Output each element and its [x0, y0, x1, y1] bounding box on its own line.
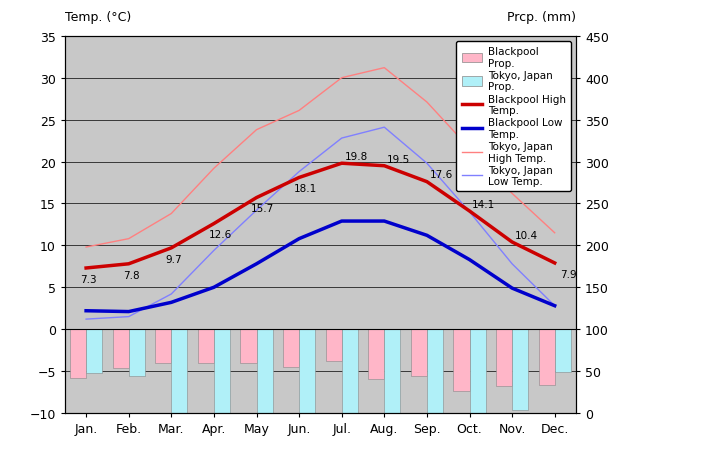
Text: 18.1: 18.1 — [294, 184, 317, 194]
Bar — [299, 330, 315, 459]
Bar — [129, 330, 145, 376]
Text: 17.6: 17.6 — [430, 170, 453, 180]
Bar — [512, 330, 528, 410]
Bar — [469, 330, 486, 459]
Text: 9.7: 9.7 — [166, 254, 182, 264]
Text: Temp. (°C): Temp. (°C) — [65, 11, 131, 24]
Bar — [171, 330, 187, 427]
Bar — [454, 330, 469, 392]
Text: 7.8: 7.8 — [123, 270, 140, 280]
Text: 7.9: 7.9 — [560, 269, 577, 279]
Bar — [86, 330, 102, 373]
Bar — [368, 330, 384, 380]
Bar — [342, 330, 358, 459]
Bar — [198, 330, 214, 363]
Bar — [240, 330, 256, 363]
Bar — [283, 330, 299, 367]
Bar — [427, 330, 443, 459]
Text: Prcp. (mm): Prcp. (mm) — [507, 11, 576, 24]
Bar — [539, 330, 554, 385]
Text: 15.7: 15.7 — [251, 204, 274, 214]
Bar — [214, 330, 230, 434]
Legend: Blackpool
Prop., Tokyo, Japan
Prop., Blackpool High
Temp., Blackpool Low
Temp., : Blackpool Prop., Tokyo, Japan Prop., Bla… — [456, 42, 571, 192]
Bar — [554, 330, 571, 372]
Bar — [496, 330, 512, 386]
Text: 19.5: 19.5 — [387, 154, 410, 164]
Text: 7.3: 7.3 — [81, 274, 97, 284]
Text: 12.6: 12.6 — [208, 230, 232, 240]
Text: 14.1: 14.1 — [472, 199, 495, 209]
Text: 19.8: 19.8 — [344, 152, 368, 162]
Bar — [155, 330, 171, 363]
Bar — [112, 330, 129, 368]
Text: 10.4: 10.4 — [515, 230, 538, 241]
Bar — [70, 330, 86, 378]
Bar — [256, 330, 273, 445]
Bar — [410, 330, 427, 376]
Bar — [384, 330, 400, 459]
Bar — [325, 330, 342, 361]
